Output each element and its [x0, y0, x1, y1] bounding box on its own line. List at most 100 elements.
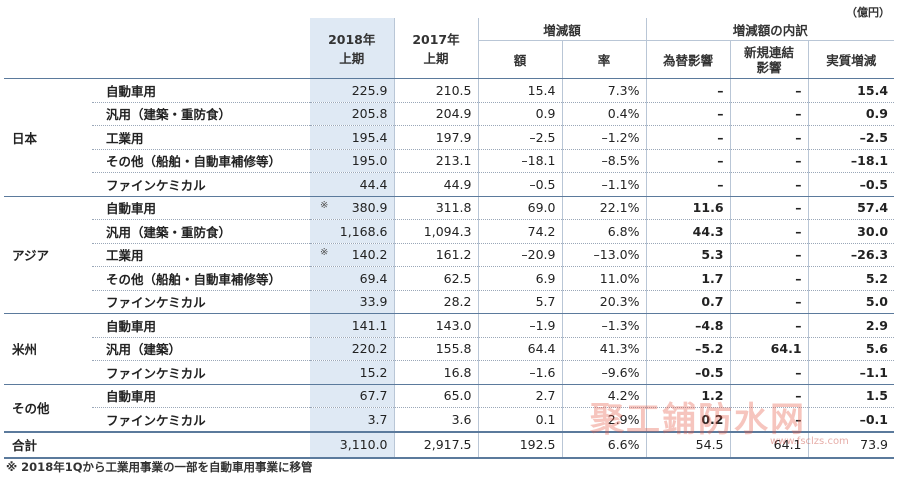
- header-change-amount: 額: [477, 40, 562, 79]
- item-label: ファインケミカル: [92, 172, 310, 197]
- real-change: 2.9: [807, 313, 895, 338]
- region-label: アジア: [4, 196, 92, 314]
- value-2018: 225.9: [310, 78, 394, 103]
- footnote-mark: ※: [320, 200, 329, 212]
- item-label: その他（船舶・自動車補修等）: [92, 266, 310, 291]
- total-change-amount: 192.5: [477, 430, 562, 459]
- change-rate: 2.9%: [561, 407, 647, 432]
- real-change: –26.3: [807, 243, 895, 267]
- fx-impact: –: [645, 172, 731, 197]
- fx-impact: –5.2: [645, 337, 731, 361]
- total-2018: 3,110.0: [310, 430, 394, 459]
- value-2018: 141.1: [310, 313, 394, 338]
- header-2018: 2018年 上期: [310, 18, 394, 79]
- header-fx: 為替影響: [645, 40, 731, 79]
- item-label: その他（船舶・自動車補修等）: [92, 149, 310, 173]
- new-consol-impact: –: [729, 407, 809, 432]
- value-2018: ※ 140.2: [310, 243, 394, 267]
- new-consol-impact: –: [729, 78, 809, 103]
- fx-impact: –: [645, 125, 731, 150]
- value-2017: 65.0: [393, 384, 478, 408]
- change-rate: 22.1%: [561, 196, 647, 220]
- fx-impact: 11.6: [645, 196, 731, 220]
- value-2017: 311.8: [393, 196, 478, 220]
- value-2017: 155.8: [393, 337, 478, 361]
- change-rate: 4.2%: [561, 384, 647, 408]
- value-2018: 205.8: [310, 102, 394, 126]
- change-rate: –13.0%: [561, 243, 647, 267]
- new-consol-impact: –: [729, 243, 809, 267]
- value-2018: 3.7: [310, 407, 394, 432]
- change-amount: 64.4: [477, 337, 562, 361]
- change-amount: –18.1: [477, 149, 562, 173]
- total-row: 合計 3,110.0 2,917.5 192.5 6.6% 54.5 64.1 73.9: [4, 430, 895, 459]
- table-row: その他（船舶・自動車補修等） 195.0 213.1 –18.1 –8.5% – – –18.…: [4, 149, 895, 173]
- value-2017: 62.5: [393, 266, 478, 291]
- change-amount: 5.7: [477, 290, 562, 314]
- header-change-group: 増減額: [477, 18, 647, 41]
- value-2018: 195.4: [310, 125, 394, 150]
- value-2018-text: 195.4: [351, 129, 388, 145]
- change-rate: 11.0%: [561, 266, 647, 291]
- change-amount: 69.0: [477, 196, 562, 220]
- value-2017: 44.9: [393, 172, 478, 197]
- new-consol-impact: –: [729, 196, 809, 220]
- table-row: アジア 自動車用 ※ 380.9 311.8 69.0 22.1% 11.6–57.4: [4, 196, 895, 314]
- value-2017: 204.9: [393, 102, 478, 126]
- fx-impact: –: [645, 78, 731, 103]
- value-2018-text: 141.1: [351, 317, 388, 333]
- item-label: 汎用（建築）: [92, 337, 310, 361]
- value-2017: 1,094.3: [393, 219, 478, 244]
- region-label: その他: [4, 384, 92, 432]
- value-2018-text: 220.2: [351, 341, 388, 357]
- value-2018-text: 380.9: [351, 200, 388, 216]
- real-change: 30.0: [807, 219, 895, 244]
- header-change-rate: 率: [561, 40, 647, 79]
- table-row: 米州 自動車用 141.1 143.0 –1.9 –1.3% –4.8–2.9: [4, 313, 895, 385]
- value-2018-text: 195.0: [351, 153, 388, 169]
- fx-impact: 0.2: [645, 407, 731, 432]
- table-row: 汎用（建築） 220.2 155.8 64.4 41.3% –5.2 64.1 5.6: [4, 337, 895, 361]
- value-2018: 220.2: [310, 337, 394, 361]
- change-amount: –2.5: [477, 125, 562, 150]
- fx-impact: –4.8: [645, 313, 731, 338]
- change-rate: –1.1%: [561, 172, 647, 197]
- table-row: 工業用 ※ 140.2 161.2 –20.9 –13.0% 5.3– –26.3: [4, 243, 895, 267]
- fx-impact: –: [645, 149, 731, 173]
- real-change: –18.1: [807, 149, 895, 173]
- item-label: 工業用: [92, 125, 310, 150]
- real-change: –0.1: [807, 407, 895, 432]
- value-2018-text: 67.7: [359, 388, 388, 404]
- footnote-mark: ※: [320, 247, 329, 259]
- total-fx: 54.5: [645, 430, 731, 459]
- value-2018: ※ 380.9: [310, 196, 394, 220]
- table-row: その他 自動車用 67.7 65.0 2.7 4.2% 1.2–1.5: [4, 384, 895, 432]
- real-change: 5.2: [807, 266, 895, 291]
- item-label: 自動車用: [92, 78, 310, 103]
- real-change: –0.5: [807, 172, 895, 197]
- real-change: 57.4: [807, 196, 895, 220]
- watermark-url: www.fsclzs.com: [770, 436, 849, 447]
- item-label: 自動車用: [92, 196, 310, 220]
- value-2017: 28.2: [393, 290, 478, 314]
- value-2018: 67.7: [310, 384, 394, 408]
- item-label: ファインケミカル: [92, 407, 310, 432]
- real-change: 1.5: [807, 384, 895, 408]
- total-change-rate: 6.6%: [561, 430, 647, 459]
- fx-impact: 0.7: [645, 290, 731, 314]
- change-rate: –8.5%: [561, 149, 647, 173]
- change-amount: –20.9: [477, 243, 562, 267]
- item-label: 自動車用: [92, 313, 310, 338]
- change-rate: 20.3%: [561, 290, 647, 314]
- change-amount: 0.1: [477, 407, 562, 432]
- table-row: ファインケミカル 3.7 3.6 0.1 2.9% 0.2– –0.1: [4, 407, 895, 432]
- footnote: ※ 2018年1Qから工業用事業の一部を自動車用事業に移管: [6, 460, 313, 474]
- value-2018-text: 69.4: [359, 270, 388, 286]
- value-2018: 195.0: [310, 149, 394, 173]
- new-consol-impact: –: [729, 313, 809, 338]
- fx-impact: 5.3: [645, 243, 731, 267]
- financial-table: 2018年 上期 2017年 上期 増減額 増減額の内訳 額 率 為替影響 新規…: [4, 18, 895, 459]
- value-2017: 143.0: [393, 313, 478, 338]
- value-2018-text: 225.9: [351, 82, 388, 98]
- new-consol-impact: –: [729, 290, 809, 314]
